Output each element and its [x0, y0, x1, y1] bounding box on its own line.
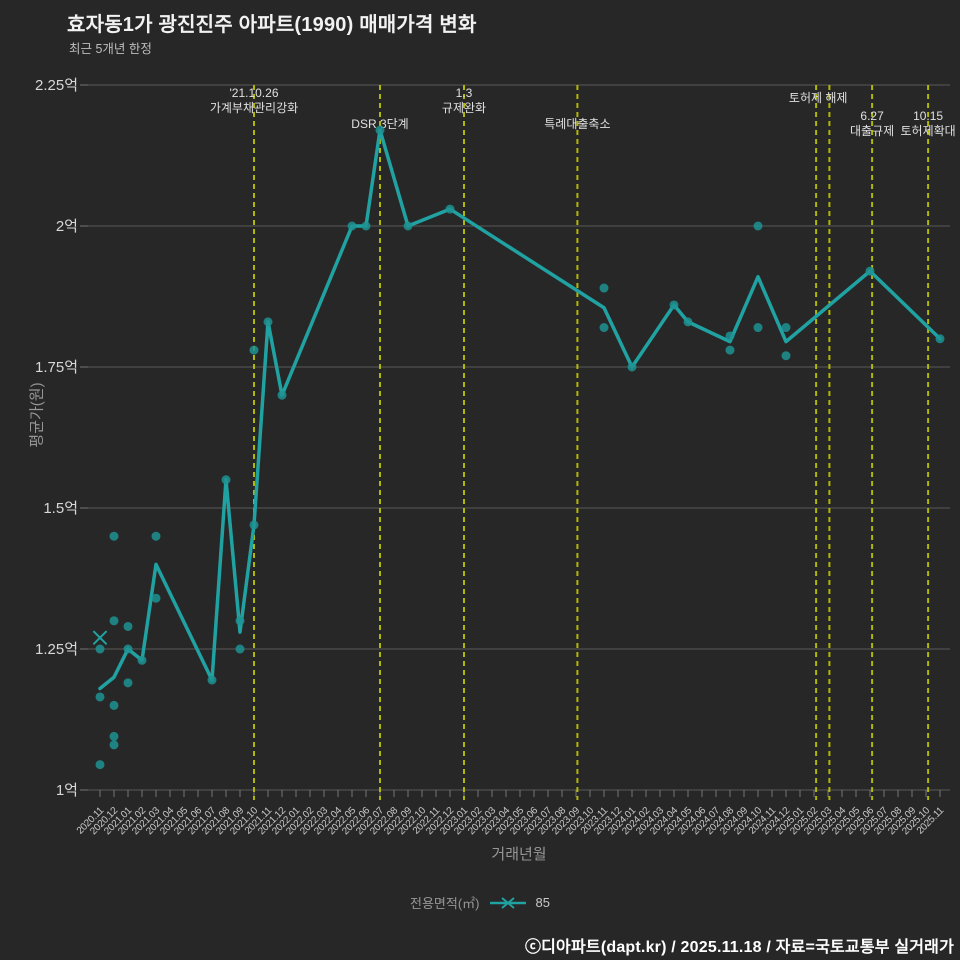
transaction-dot — [725, 331, 735, 341]
x-marker-stroke — [93, 630, 107, 645]
transaction-dot — [935, 334, 945, 344]
legend-series-name: 전용면적(㎡) — [410, 896, 480, 911]
event-label: 특례대출축소 — [544, 117, 610, 131]
transaction-dot — [151, 531, 161, 541]
transaction-dot — [263, 317, 273, 327]
transaction-dot — [109, 740, 119, 750]
transaction-dot — [109, 616, 119, 626]
transaction-dot — [669, 300, 679, 310]
transaction-dot — [375, 125, 385, 135]
price-line — [98, 128, 942, 691]
transaction-dots — [95, 125, 945, 770]
transaction-dot — [445, 204, 455, 214]
x-axis-title: 거래년월 — [491, 846, 547, 863]
transaction-dot — [123, 644, 133, 654]
event-label: 토허제확대 — [900, 124, 955, 138]
transaction-dot — [95, 644, 105, 654]
y-gridlines: 1억 1.25억 1.5억 1.75억 2억 2.25억 — [35, 77, 950, 799]
x-axis: 2020.112020.122021.012021.022021.032021.… — [75, 790, 947, 837]
transaction-dot — [151, 593, 161, 603]
transaction-dot — [235, 616, 245, 626]
transaction-dot — [753, 221, 763, 231]
transaction-dot — [95, 760, 105, 770]
event-label: 대출규제 — [850, 124, 894, 138]
legend-marker-stroke — [500, 896, 515, 909]
transaction-dot — [277, 390, 287, 400]
x-marker-icon — [93, 630, 107, 645]
y-tick-label: 2억 — [56, 218, 78, 235]
transaction-dot — [109, 731, 119, 741]
legend-item-85[interactable]: 전용면적(㎡) 85 — [0, 893, 960, 912]
transaction-dot — [599, 283, 609, 293]
event-label: DSR 3단계 — [351, 117, 408, 131]
event-label: 가계부채관리강화 — [210, 101, 298, 115]
y-tick-label: 1억 — [56, 782, 78, 799]
copyright-source-note: ⓒ디아파트(dapt.kr) / 2025.11.18 / 자료=국토교통부 실… — [524, 939, 954, 956]
event-label: 10.15 — [913, 109, 943, 123]
transaction-dot — [683, 317, 693, 327]
event-label: 토허제 해제 — [789, 91, 848, 105]
transaction-dot — [753, 323, 763, 333]
transaction-dot — [137, 655, 147, 665]
line-x-marker-icon — [489, 896, 526, 909]
y-axis-title: 평균가(원) — [28, 382, 46, 448]
page-title: 효자동1가 광진진주 아파트(1990) 매매가격 변화 — [67, 14, 477, 36]
transaction-dot — [781, 351, 791, 361]
transaction-dot — [207, 675, 217, 685]
transaction-dot — [235, 644, 245, 654]
transaction-dot — [249, 345, 259, 355]
y-tick-label: 1.75억 — [35, 359, 78, 376]
y-tick-label: 1.25억 — [35, 641, 78, 658]
transaction-dot — [109, 700, 119, 710]
transaction-dot — [123, 621, 133, 631]
y-tick-label: 2.25억 — [35, 77, 78, 94]
transaction-dot — [599, 323, 609, 333]
transaction-dot — [865, 266, 875, 276]
transaction-dot — [781, 323, 791, 333]
transaction-dot — [403, 221, 413, 231]
event-label: 규제완화 — [442, 101, 486, 115]
event-label: 6.27 — [860, 109, 884, 123]
transaction-dot — [347, 221, 357, 231]
transaction-dot — [95, 692, 105, 702]
y-tick-label: 1.5억 — [43, 500, 78, 517]
transaction-dot — [361, 221, 371, 231]
transaction-dot — [249, 520, 259, 530]
transaction-dot — [627, 362, 637, 372]
event-label: '21.10.26 — [229, 86, 278, 100]
transaction-dot — [123, 678, 133, 688]
transaction-dot — [221, 475, 231, 485]
event-label: 1.3 — [456, 86, 473, 100]
chart-subtitle: 최근 5개년 한정 — [69, 42, 152, 56]
legend-series-value: 85 — [535, 895, 550, 910]
transaction-dot — [725, 345, 735, 355]
transaction-dot — [109, 531, 119, 541]
